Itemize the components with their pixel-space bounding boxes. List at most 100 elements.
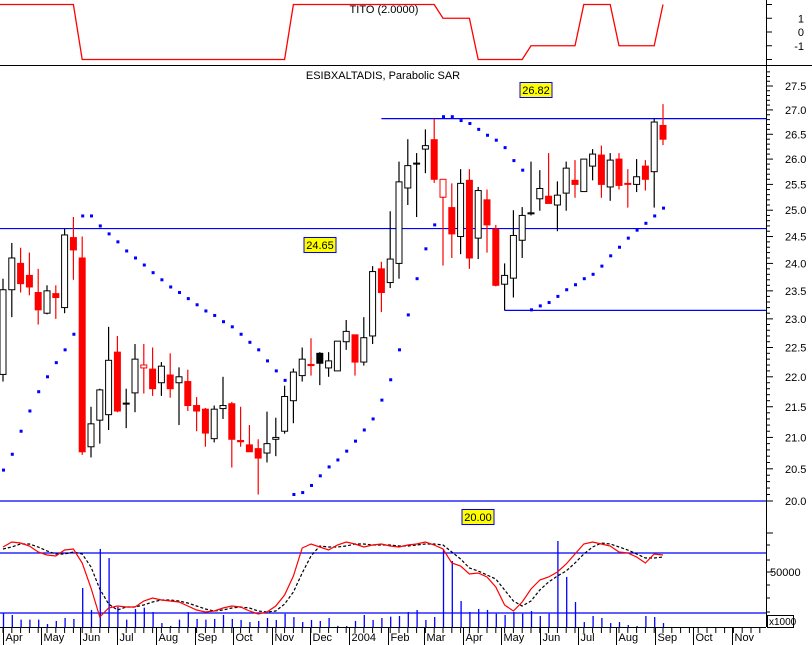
sar-dot [538, 304, 542, 308]
price-tick-label: 25.0 [785, 205, 806, 217]
candle-body [624, 182, 632, 185]
candle [149, 347, 157, 396]
price-tick-label: 27.5 [785, 81, 806, 93]
candle-body [430, 139, 438, 180]
month-label: Apr [6, 632, 23, 644]
sar-dot [626, 236, 630, 240]
candle-body [17, 262, 25, 285]
candle [386, 211, 394, 289]
candle [624, 169, 632, 208]
candle-body [325, 360, 333, 369]
month-label: May [44, 632, 65, 644]
price-panel: ESIBXALTADIS, Parabolic SAR 26.82 24.65 20.… [0, 70, 806, 525]
candle-body [342, 330, 350, 343]
sar-dot [28, 409, 32, 413]
tito-panel: TITO (2.0000) 1 0 -1 [0, 3, 812, 66]
candle-body [597, 154, 605, 185]
sar-dot [486, 133, 489, 137]
sar-dot [477, 127, 481, 131]
month-label: Feb [391, 632, 410, 644]
candle [8, 242, 16, 318]
candle [465, 169, 473, 269]
candle-body [281, 395, 289, 432]
candle [395, 161, 403, 279]
price-tick-label: 23.0 [785, 314, 806, 326]
candle [580, 158, 588, 193]
month-label: Nov [275, 632, 295, 644]
candle-body [351, 334, 359, 363]
candle-body [245, 444, 253, 453]
candle-body [96, 389, 104, 421]
candle [633, 159, 641, 193]
sar-dot [134, 256, 137, 260]
candle-body [527, 212, 535, 215]
candle-body [501, 274, 509, 285]
sar-dot [494, 138, 498, 142]
candle [430, 118, 438, 183]
candle-body [518, 214, 526, 241]
sar-dot [116, 240, 120, 244]
candle-body [413, 162, 421, 165]
candle [298, 347, 306, 382]
month-label: Apr [466, 632, 483, 644]
candle [492, 224, 500, 287]
price-tick-label: 25.5 [785, 179, 806, 191]
sar-dot [600, 264, 604, 268]
candle [553, 181, 561, 232]
month-label: Jul [581, 632, 595, 644]
volume-unit-label: x1000 [769, 617, 797, 628]
candle-body [254, 448, 262, 459]
candle [210, 405, 218, 443]
candle-body [228, 403, 236, 440]
candle [597, 145, 605, 198]
sar-dot [195, 303, 199, 307]
candle [34, 268, 42, 325]
sar-dot [380, 398, 384, 402]
axes: Apr May Jun Jul Aug Sep Oct Nov Dec 2004 Feb Mar Apr… [0, 0, 767, 645]
sar-dot [653, 214, 657, 218]
candle [606, 153, 614, 201]
sar-dot [618, 245, 621, 249]
candle [527, 161, 535, 216]
candle [404, 139, 412, 206]
candle-body [184, 381, 192, 407]
candle [501, 263, 509, 311]
sar-dot [283, 378, 287, 382]
sar-dot [81, 214, 85, 218]
candle [96, 388, 104, 444]
candle [536, 170, 544, 211]
sar-dot [142, 263, 146, 267]
sar-dot [503, 146, 507, 150]
candle [87, 406, 95, 458]
sar-dot [521, 168, 525, 172]
sar-dot [10, 452, 14, 456]
candle [228, 401, 236, 468]
sar-dot [301, 491, 305, 495]
sar-dot [160, 278, 164, 282]
volume-tick-label: 50000 [770, 567, 801, 579]
sar-dot [362, 428, 366, 432]
sar-dot [169, 285, 173, 289]
candle-body [474, 190, 482, 239]
price-tick-label: 27.0 [785, 105, 806, 117]
candle-body [210, 408, 218, 440]
candle-body [166, 374, 174, 390]
candle-body [457, 182, 465, 238]
tito-line [0, 3, 664, 61]
sar-dot [591, 272, 595, 276]
sar-dot [186, 297, 190, 301]
sar-dot [398, 348, 401, 352]
sar-dot [90, 214, 93, 218]
candle [448, 183, 456, 258]
sar-dot [371, 417, 375, 421]
candle [369, 266, 377, 345]
month-label: Oct [236, 632, 253, 644]
candle-body [580, 158, 588, 193]
month-label: Jun [83, 632, 101, 644]
candle [184, 369, 192, 412]
price-tick-label: 26.0 [785, 154, 806, 166]
sar-dot [125, 249, 129, 253]
sar-dot [459, 119, 463, 123]
candle-body [386, 258, 394, 284]
